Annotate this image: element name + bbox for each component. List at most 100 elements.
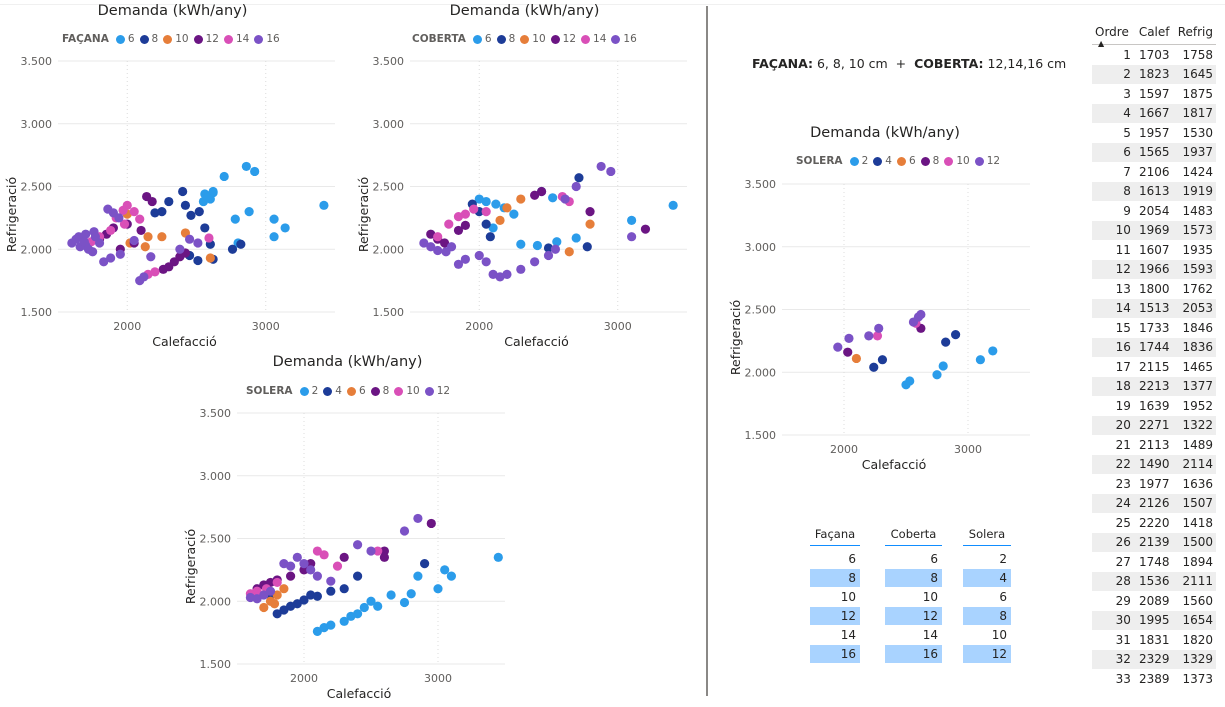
legend-entry[interactable]: 10 [394,385,420,397]
table-row[interactable]: 28 1536 2111 [1092,571,1216,591]
legend-entry[interactable]: 6 [346,385,366,397]
legend-entry[interactable]: 6 [896,155,916,167]
slicer-item[interactable]: 8 [810,569,860,587]
chart-legend[interactable]: FAÇANA 6 8 10 12 14 16 [62,33,285,45]
table-row[interactable]: 4 1667 1817 [1092,103,1216,123]
legend-entry[interactable]: 10 [520,33,546,45]
column-header-refrig[interactable]: Refrig [1172,22,1216,45]
y-axis-title: Refrigeració [356,177,371,252]
table-cell: 1703 [1138,47,1170,62]
table-row[interactable]: 20 2271 1322 [1092,415,1216,435]
table-row[interactable]: 31 1831 1820 [1092,630,1216,650]
slicer-item[interactable]: 12 [963,645,1011,663]
legend-entry[interactable]: 12 [193,33,219,45]
table-cell: 4 [1092,103,1134,123]
table-row[interactable]: 19 1639 1952 [1092,396,1216,416]
legend-entry[interactable]: 4 [323,385,342,397]
slicer-coberta[interactable]: Coberta 6 8 10 12 14 16 [885,527,942,664]
slicer-item[interactable]: 4 [963,569,1011,587]
legend-entry[interactable]: 8 [920,155,939,167]
table-row[interactable]: 1 1703 1758 [1092,45,1216,65]
slicer-item[interactable]: 2 [999,552,1007,566]
slicer-item[interactable]: 10 [991,628,1007,642]
slicer-solera[interactable]: Solera 2 4 6 8 10 12 [963,527,1011,664]
legend-entry[interactable]: 8 [370,385,389,397]
slicer-item[interactable]: 6 [848,552,856,566]
slicer-item[interactable]: 14 [922,628,938,642]
slicer-item[interactable]: 12 [810,607,860,625]
slicer-item[interactable]: 16 [885,645,942,663]
chart-legend[interactable]: COBERTA 6 8 10 12 14 16 [412,33,642,45]
table-row[interactable]: 8 1613 1919 [1092,181,1216,201]
legend-entry[interactable]: 2 [299,385,318,397]
slicer-item[interactable]: 10 [840,590,856,604]
slicer-item[interactable]: 6 [930,552,938,566]
table-row[interactable]: 26 2139 1500 [1092,532,1216,552]
data-table[interactable]: Ordre ▲ Calef Refrig 1 1703 1758 2 1823 1645 3 1… [1092,22,1218,685]
scatter-plot[interactable]: 1.500 2.000 2.500 3.000 3.500 2000 3000 Calefac… [0,0,345,350]
legend-entry[interactable]: 14 [581,33,606,45]
legend-entry[interactable]: 8 [496,33,515,45]
slicer-item[interactable]: 14 [840,628,856,642]
table-row[interactable]: 7 2106 1424 [1092,162,1216,182]
slicer-item[interactable]: 16 [810,645,860,663]
table-row[interactable]: 13 1800 1762 [1092,279,1216,299]
legend-entry[interactable]: 10 [944,155,970,167]
slicer-item[interactable]: 12 [885,607,942,625]
legend-entry[interactable]: 14 [223,33,249,45]
table-row[interactable]: 14 1513 2053 [1092,298,1216,318]
column-header-ordre[interactable]: Ordre ▲ [1092,22,1134,48]
table-row[interactable]: 22 1490 2114 [1092,454,1216,474]
table-row[interactable]: 17 2115 1465 [1092,357,1216,377]
legend-entry[interactable]: 16 [254,33,280,45]
legend-entry[interactable]: 12 [424,385,450,397]
chart-legend[interactable]: SOLERA 2 4 6 8 10 12 [796,155,1005,167]
table-cell: 22 [1092,454,1134,474]
slicer-facana[interactable]: Façana 6 8 10 12 14 16 [810,527,860,664]
table-row[interactable]: 12 1966 1593 [1092,259,1216,279]
table-row[interactable]: 32 2329 1329 [1092,649,1216,669]
sort-ascending-icon[interactable]: ▲ [1098,39,1105,48]
scatter-chart-facana[interactable]: Demanda (kWh/any) FAÇANA 6 8 10 12 14 16 1.500… [0,0,345,350]
slicer-item[interactable]: 8 [963,607,1011,625]
scatter-chart-coberta[interactable]: Demanda (kWh/any) COBERTA 6 8 10 12 14 16 1.50… [352,0,697,350]
legend-dot-icon [849,156,859,166]
legend-entry[interactable]: 2 [849,155,868,167]
table-row[interactable]: 3 1597 1875 [1092,84,1216,104]
table-row[interactable]: 15 1733 1846 [1092,318,1216,338]
legend-entry[interactable]: 4 [873,155,892,167]
legend-entry[interactable]: 16 [611,33,637,45]
legend-entry[interactable]: 12 [550,33,576,45]
legend-entry[interactable]: 10 [163,33,189,45]
table-row[interactable]: 23 1977 1636 [1092,474,1216,494]
column-header-calef[interactable]: Calef [1133,22,1173,45]
scatter-chart-solera-filtered[interactable]: Demanda (kWh/any) SOLERA 2 4 6 8 10 12 1.500 2.… [725,122,1045,482]
table-row[interactable]: 33 2389 1373 [1092,669,1216,685]
table-row[interactable]: 25 2220 1418 [1092,513,1216,533]
table-row[interactable]: 18 2213 1377 [1092,376,1216,396]
table-row[interactable]: 21 2113 1489 [1092,435,1216,455]
legend-entry[interactable]: 12 [974,155,1000,167]
table-row[interactable]: 6 1565 1937 [1092,142,1216,162]
slicer-item[interactable]: 10 [922,590,938,604]
legend-entry[interactable]: 6 [472,33,492,45]
table-row[interactable]: 2 1823 1645 [1092,64,1216,84]
scatter-plot[interactable]: 1.500 2.000 2.500 3.000 3.500 2000 3000 Calefac… [175,352,520,707]
scatter-plot[interactable]: 1.500 2.000 2.500 3.000 3.500 2000 3000 Calefac… [725,122,1045,482]
legend-entry[interactable]: 8 [139,33,158,45]
table-row[interactable]: 27 1748 1894 [1092,552,1216,572]
table-row[interactable]: 9 2054 1483 [1092,201,1216,221]
table-row[interactable]: 5 1957 1530 [1092,123,1216,143]
legend-entry[interactable]: 6 [115,33,135,45]
table-row[interactable]: 10 1969 1573 [1092,220,1216,240]
slicer-item[interactable]: 6 [999,590,1007,604]
scatter-chart-solera[interactable]: Demanda (kWh/any) SOLERA 2 4 6 8 10 12 1.500 2.… [175,352,520,707]
table-row[interactable]: 24 2126 1507 [1092,493,1216,513]
scatter-plot[interactable]: 1.500 2.000 2.500 3.000 3.500 2000 3000 Calefac… [352,0,697,350]
chart-legend[interactable]: SOLERA 2 4 6 8 10 12 [246,385,455,397]
table-row[interactable]: 30 1995 1654 [1092,610,1216,630]
table-row[interactable]: 16 1744 1836 [1092,337,1216,357]
table-row[interactable]: 11 1607 1935 [1092,240,1216,260]
slicer-item[interactable]: 8 [885,569,942,587]
table-row[interactable]: 29 2089 1560 [1092,591,1216,611]
